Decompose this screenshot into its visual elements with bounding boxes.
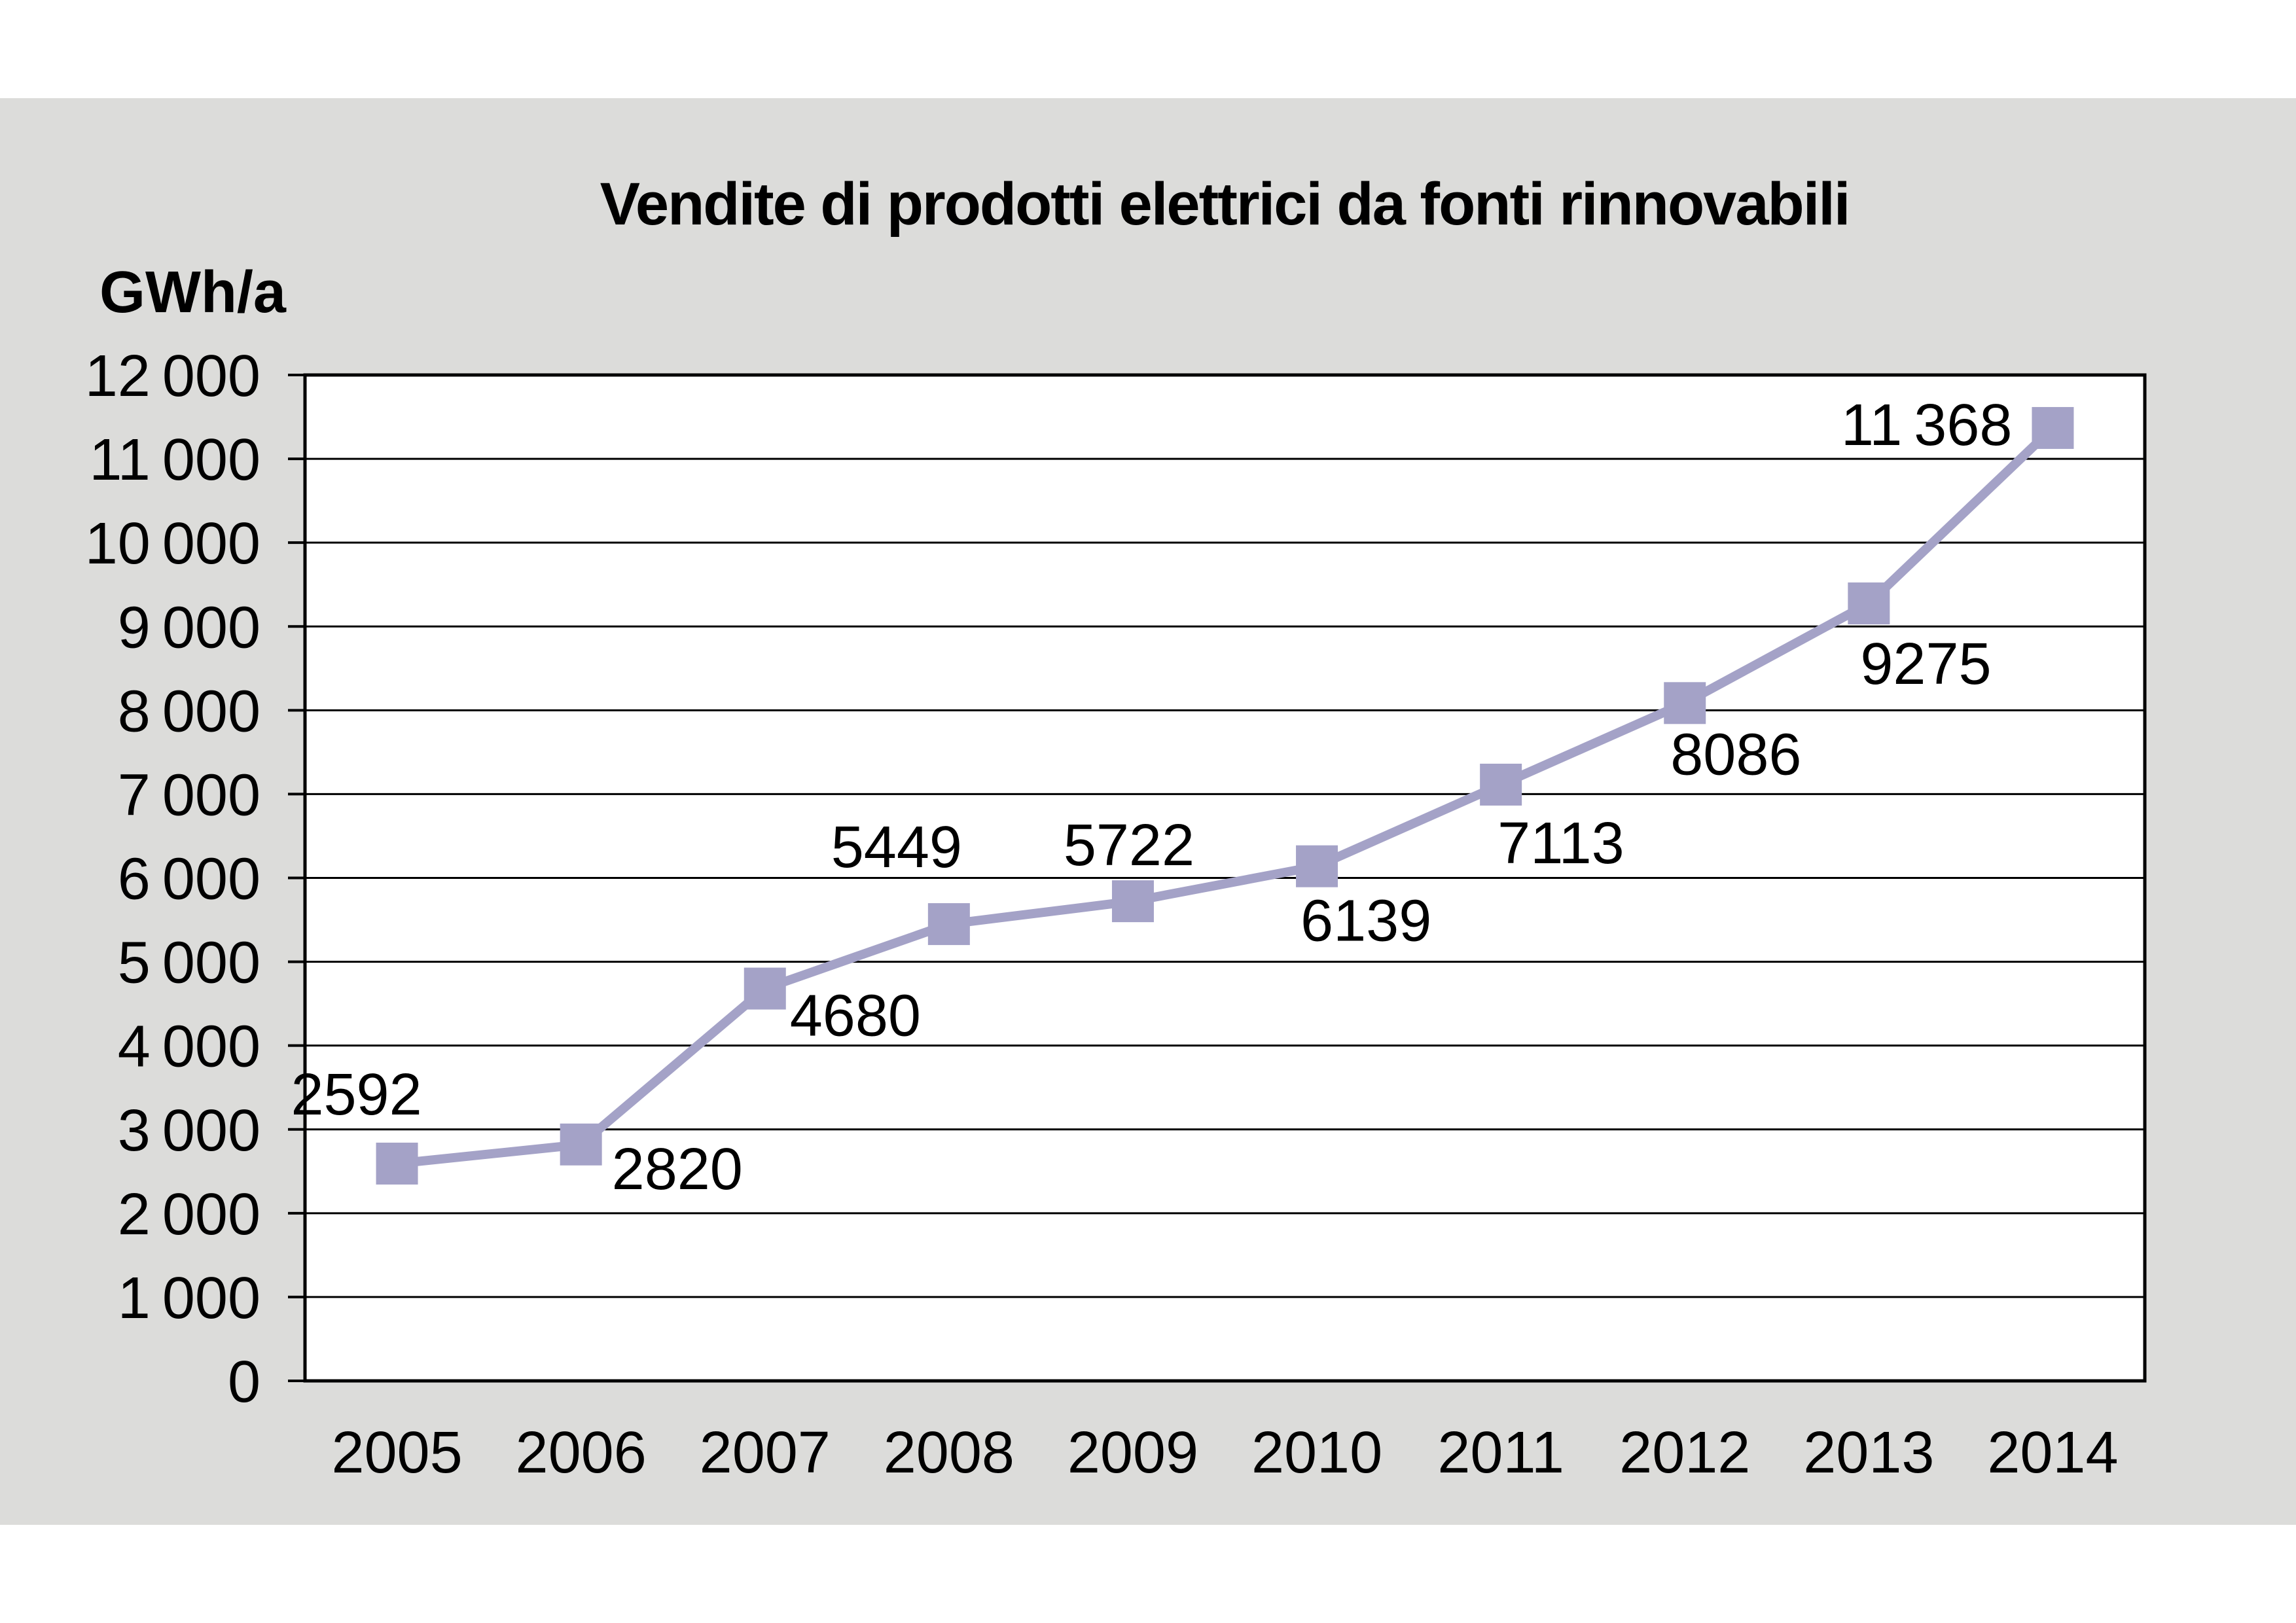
gridlines-group [305,457,2145,1298]
data-point-marker [1664,682,1706,724]
y-ticks-group [288,374,305,1382]
x-tick-label: 2007 [700,1420,831,1486]
x-tick-label: 2011 [1437,1420,1564,1486]
y-axis-unit-label: GWh/a [99,260,287,325]
chart-title: Vendite di prodotti elettrici da fonti r… [600,171,1850,238]
y-tick-label: 5 000 [118,931,260,996]
data-point-marker [376,1143,418,1185]
data-label: 9275 [1860,632,1991,697]
y-tick-label: 6 000 [118,847,260,912]
y-tick-label: 9 000 [118,595,260,660]
data-point-marker [1848,582,1890,625]
data-label: 2820 [612,1137,743,1202]
y-tick-label: 2 000 [118,1182,260,1247]
x-tick-labels-group: 2005 2006 2007 2008 2009 2010 2011 2012 2013 2014 [331,1420,2118,1486]
data-labels-group: 2592 2820 4680 5449 5722 6139 7113 8086 9275 11 3… [291,393,2012,1202]
y-tick-label: 12 000 [85,344,260,409]
data-point-marker [2032,406,2074,449]
y-tick-label: 3 000 [118,1098,260,1164]
y-tick-label: 10 000 [85,511,260,577]
data-label: 5722 [1064,813,1194,878]
y-tick-label: 11 000 [89,427,260,493]
data-label: 2592 [291,1062,422,1128]
y-tick-label: 4 000 [118,1014,260,1080]
data-point-marker [1111,880,1154,923]
data-point-marker [1480,763,1522,806]
x-tick-label: 2009 [1067,1420,1198,1486]
data-label: 11 368 [1841,393,2013,458]
x-tick-label: 2005 [331,1420,462,1486]
y-tick-labels-group: 12 000 11 000 10 000 9 000 8 000 7 000 6 000 5 … [85,344,260,1415]
x-tick-label: 2012 [1619,1420,1750,1486]
x-tick-label: 2013 [1803,1420,1934,1486]
data-point-marker [1296,845,1338,887]
x-tick-label: 2008 [884,1420,1014,1486]
data-label: 5449 [831,815,962,880]
data-point-marker [560,1123,602,1166]
x-tick-label: 2006 [516,1420,647,1486]
data-label: 8086 [1670,722,1801,787]
data-label: 7113 [1498,811,1624,876]
x-tick-label: 2010 [1251,1420,1382,1486]
data-point-marker [927,903,970,946]
data-label: 6139 [1300,889,1431,954]
x-tick-label: 2014 [1987,1420,2118,1486]
y-tick-label: 0 [228,1349,260,1415]
data-label: 4680 [790,984,921,1049]
plot-border [303,373,2147,1383]
data-point-marker [744,967,786,1010]
series-line [396,424,2056,1168]
y-tick-label: 1 000 [118,1266,260,1331]
y-tick-label: 7 000 [118,762,260,828]
y-tick-label: 8 000 [118,679,260,744]
series-group [376,406,2074,1185]
